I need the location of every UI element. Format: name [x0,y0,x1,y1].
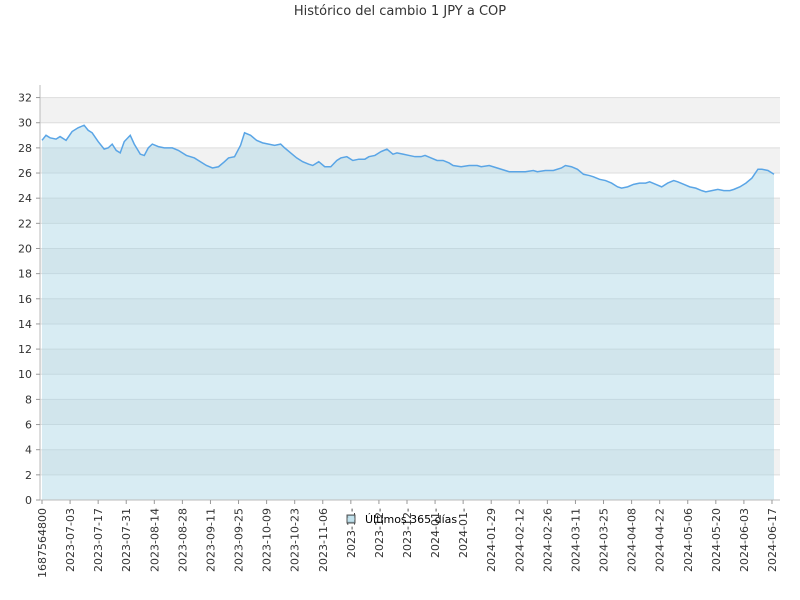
x-tick-label: 2023-08-14 [148,508,161,572]
y-tick-label: 24 [18,192,32,205]
x-tick-label: 2024-02-12 [513,508,526,572]
chart-title: Histórico del cambio 1 JPY a COP [293,4,507,19]
x-tick-label: 2024-06-17 [766,508,779,572]
y-tick-label: 12 [18,343,32,356]
y-tick-label: 2 [25,469,32,482]
x-tick-label: 2024-03-25 [598,508,611,572]
x-tick-label: 2023-11-06 [317,508,330,572]
x-tick-label: 2024-01- [457,508,470,558]
axes [39,85,780,501]
grid-band [40,349,780,375]
y-tick-label: 4 [25,444,32,457]
x-tick-label: 2024-02-26 [541,508,554,572]
x-tick-label: 2023-08-28 [176,508,189,572]
y-tick-label: 26 [18,167,32,180]
x-tick-label: 2024-01-29 [485,508,498,572]
y-tick-label: 10 [18,368,32,381]
x-tick-label: 2024-05-06 [682,508,695,572]
grid-band [40,449,780,475]
y-tick-label: 28 [18,142,32,155]
y-tick-label: 22 [18,217,32,230]
y-tick-label: 18 [18,268,32,281]
grid-band [40,298,780,324]
grid-band [40,248,780,274]
x-tick-label: 1687564800 [36,508,49,578]
y-tick-label: 14 [18,318,32,331]
x-tick-label: 2023-10-09 [261,508,274,572]
grid-band [40,399,780,425]
x-tick-label: 2023-12- [401,508,414,558]
grid-band [40,198,780,224]
x-tick-label: 2024-05-20 [710,508,723,572]
x-tick-label: 2023-12- [373,508,386,558]
legend-label: Últimos 365 días [365,513,457,526]
x-tick-label: 2023-10-23 [289,508,302,572]
x-tick-label: 2024-06-03 [738,508,751,572]
x-tick-label: 2024-04-08 [626,508,639,572]
background-bands [40,97,780,475]
x-tick-label: 2023-09-11 [204,508,217,572]
x-tick-label: 2023-07-17 [92,508,105,572]
x-tick-label: 2023-07-31 [120,508,133,572]
grid-band [40,97,780,123]
y-tick-label: 8 [25,393,32,406]
legend-swatch [346,514,356,524]
x-tick-labels: 1687564800 2023-07-03 2023-07-17 2023-07-31… [36,500,779,578]
y-tick-label: 30 [18,117,32,130]
x-tick-label: 2024-03-11 [569,508,582,572]
series-area [42,125,774,500]
y-tick-label: 32 [18,92,32,105]
y-tick-label: 16 [18,293,32,306]
y-tick-label: 6 [25,419,32,432]
y-tick-label: 20 [18,242,32,255]
y-tick-label: 0 [25,494,32,507]
series-line [41,124,775,193]
area-layer [41,124,775,500]
legend: Últimos 365 días [346,513,457,526]
grid-band [40,147,780,174]
x-tick-label: 2023-07-03 [64,508,77,572]
x-tick-label: 2023-09-25 [233,508,246,572]
x-tick-label: 2024-01- [429,508,442,558]
x-tick-label: 2024-04-22 [654,508,667,572]
